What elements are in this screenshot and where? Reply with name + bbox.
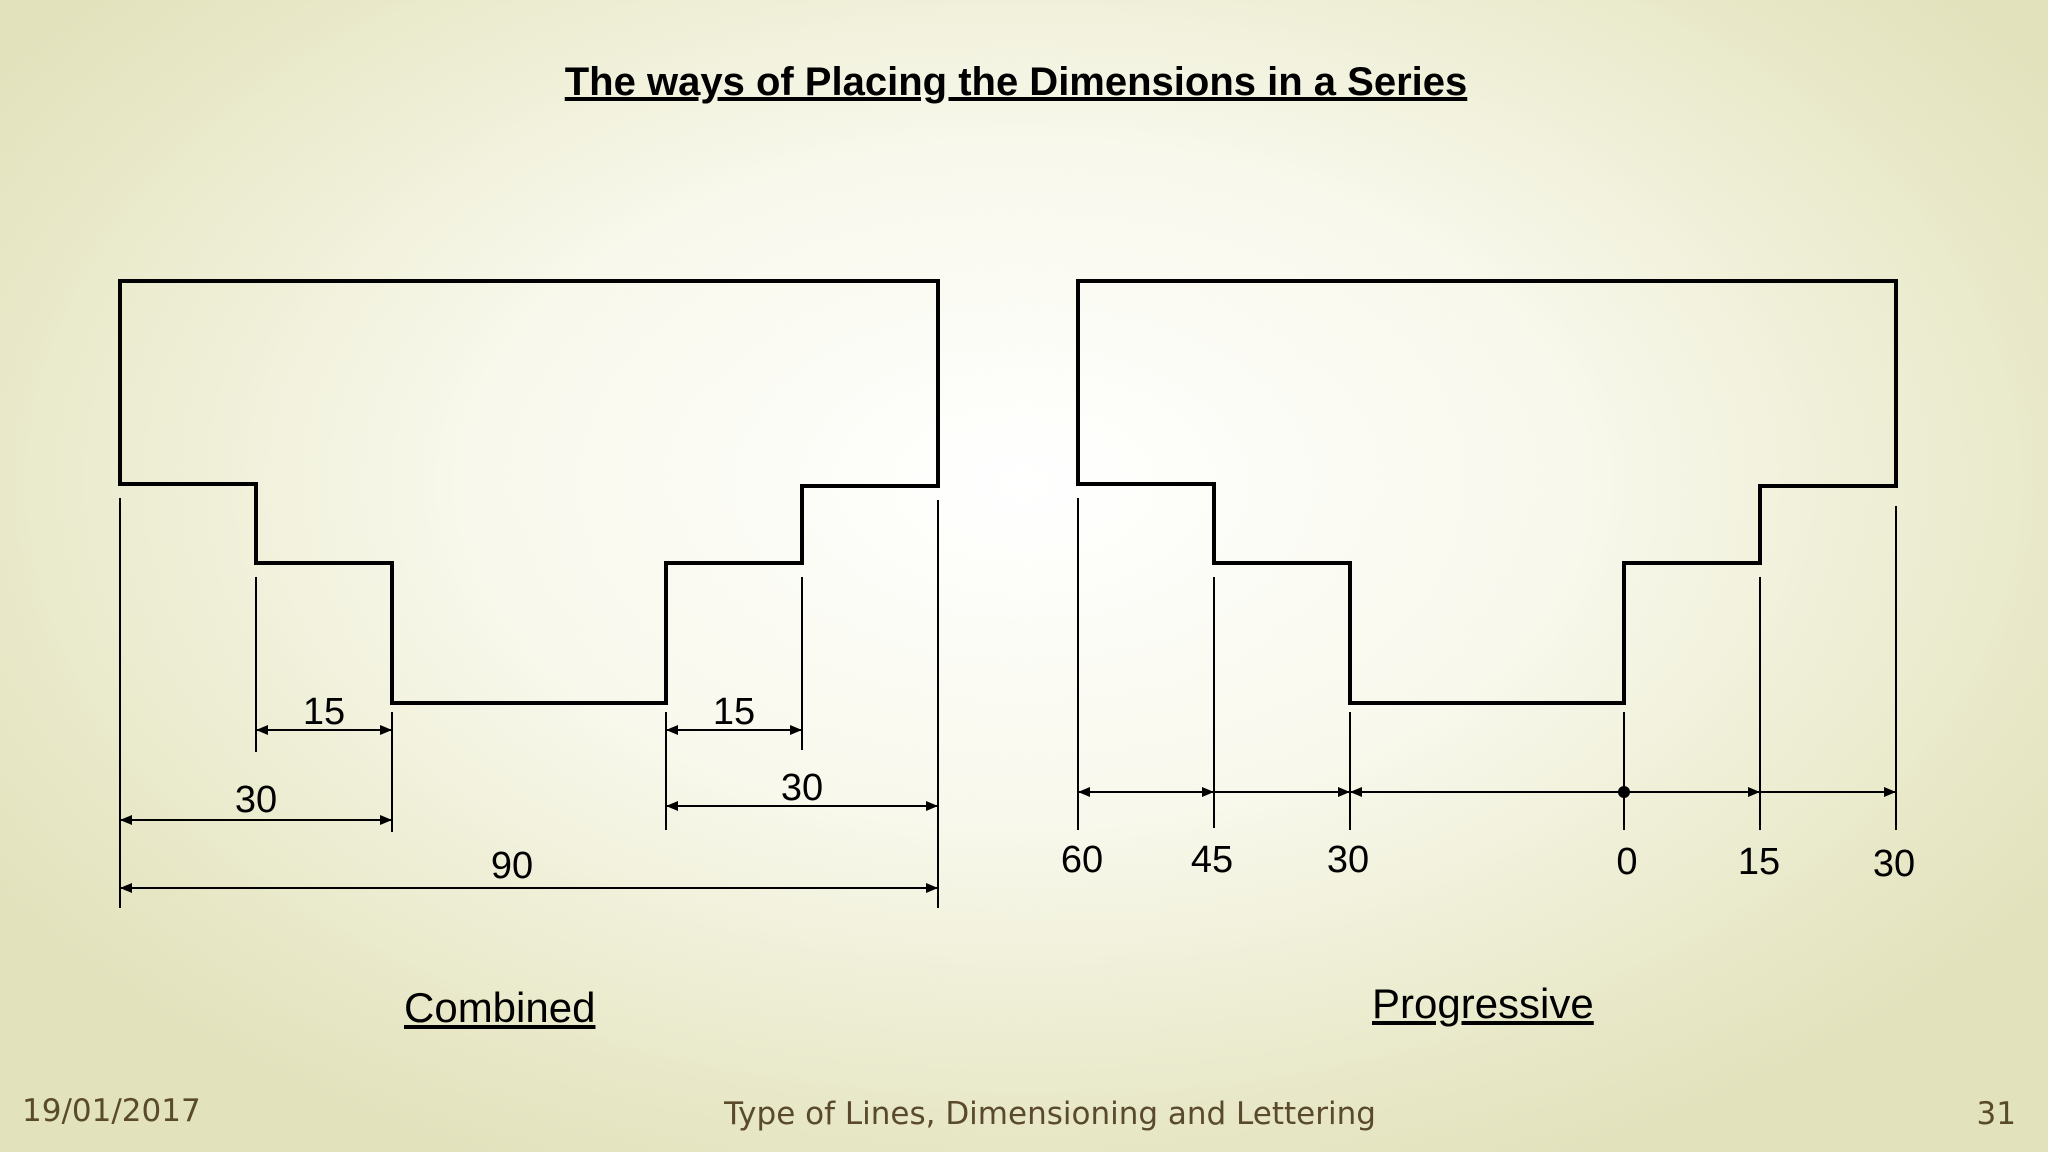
progressive-caption: Progressive	[1372, 980, 1594, 1027]
prog-label-1: 60	[1061, 839, 1103, 881]
slide-number: 31	[1976, 1096, 2016, 1132]
progressive-dimensions: 60 45 30 0 15 30	[1061, 786, 1915, 885]
prog-label-5: 15	[1738, 841, 1780, 883]
combined-dimensions: 15 15 30 30 90	[120, 691, 938, 893]
prog-origin-dot	[1618, 786, 1630, 798]
combined-caption: Combined	[404, 984, 596, 1031]
footer-date: 19/01/2017	[22, 1093, 201, 1129]
dim-text-overall: 90	[491, 845, 533, 887]
progressive-drawing: 60 45 30 0 15 30	[1061, 279, 1915, 885]
dim-text-step-left: 15	[303, 691, 345, 733]
progressive-extension-lines	[1077, 498, 1897, 830]
slide-title: The ways of Placing the Dimensions in a …	[564, 60, 1468, 104]
footer-subject: Type of Lines, Dimensioning and Letterin…	[724, 1096, 1376, 1132]
prog-label-3: 30	[1327, 839, 1369, 881]
combined-profile	[118, 279, 940, 705]
prog-label-2: 45	[1191, 839, 1233, 881]
progressive-profile	[1076, 279, 1898, 705]
combined-drawing: 15 15 30 30 90	[118, 279, 940, 908]
prog-label-4: 0	[1616, 841, 1637, 883]
dim-text-right-total: 30	[781, 767, 823, 809]
dim-text-left-total: 30	[235, 779, 277, 821]
dim-text-step-right: 15	[713, 691, 755, 733]
prog-label-6: 30	[1873, 843, 1915, 885]
